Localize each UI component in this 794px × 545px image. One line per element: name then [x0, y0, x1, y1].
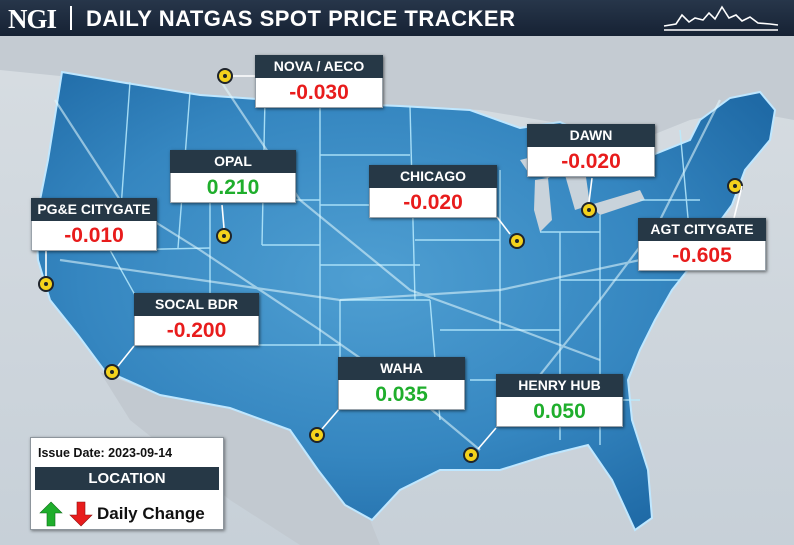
logo-divider: [70, 6, 72, 30]
hub-name: NOVA / AECO: [255, 55, 383, 78]
legend-daily-change-label: Daily Change: [97, 504, 205, 523]
hub-change-value: -0.030: [255, 78, 383, 108]
hub-callout-chicago[interactable]: CHICAGO -0.020: [369, 165, 497, 218]
hub-change-value: -0.020: [527, 147, 655, 177]
hub-callout-dawn[interactable]: DAWN -0.020: [527, 124, 655, 177]
up-down-arrows-icon: [39, 501, 93, 527]
hub-change-value: 0.050: [496, 397, 623, 427]
hub-name: CHICAGO: [369, 165, 497, 188]
hub-name: SOCAL BDR: [134, 293, 259, 316]
hub-callout-pge-citygate[interactable]: PG&E CITYGATE -0.010: [31, 198, 157, 251]
price-sparkline-icon: [663, 5, 779, 31]
hub-change-value: 0.035: [338, 380, 465, 410]
hub-name: DAWN: [527, 124, 655, 147]
header-banner: NGI DAILY NATGAS SPOT PRICE TRACKER: [0, 0, 794, 36]
henry-hub-pin-icon[interactable]: [463, 447, 479, 463]
hub-name: PG&E CITYGATE: [31, 198, 157, 221]
hub-callout-agt-citygate[interactable]: AGT CITYGATE -0.605: [638, 218, 766, 271]
hub-callout-socal-bdr[interactable]: SOCAL BDR -0.200: [134, 293, 259, 346]
legend-box: Issue Date: 2023-09-14 LOCATION Daily Ch…: [30, 437, 224, 530]
hub-callout-nova-aeco[interactable]: NOVA / AECO -0.030: [255, 55, 383, 108]
hub-change-value: -0.605: [638, 241, 766, 271]
dawn-pin-icon[interactable]: [581, 202, 597, 218]
issue-date: Issue Date: 2023-09-14: [38, 446, 173, 460]
hub-change-value: -0.020: [369, 188, 497, 218]
pge-citygate-pin-icon[interactable]: [38, 276, 54, 292]
hub-name: WAHA: [338, 357, 465, 380]
ngi-logo: NGI: [8, 4, 57, 34]
hub-name: OPAL: [170, 150, 296, 173]
legend-location-label: LOCATION: [35, 467, 219, 490]
socal-bdr-pin-icon[interactable]: [104, 364, 120, 380]
hub-callout-waha[interactable]: WAHA 0.035: [338, 357, 465, 410]
waha-pin-icon[interactable]: [309, 427, 325, 443]
page-title: DAILY NATGAS SPOT PRICE TRACKER: [86, 6, 516, 31]
chicago-pin-icon[interactable]: [509, 233, 525, 249]
hub-change-value: 0.210: [170, 173, 296, 203]
nova-aeco-pin-icon[interactable]: [217, 68, 233, 84]
opal-pin-icon[interactable]: [216, 228, 232, 244]
hub-name: HENRY HUB: [496, 374, 623, 397]
hub-callout-opal[interactable]: OPAL 0.210: [170, 150, 296, 203]
hub-change-value: -0.200: [134, 316, 259, 346]
hub-change-value: -0.010: [31, 221, 157, 251]
hub-callout-henry-hub[interactable]: HENRY HUB 0.050: [496, 374, 623, 427]
hub-name: AGT CITYGATE: [638, 218, 766, 241]
